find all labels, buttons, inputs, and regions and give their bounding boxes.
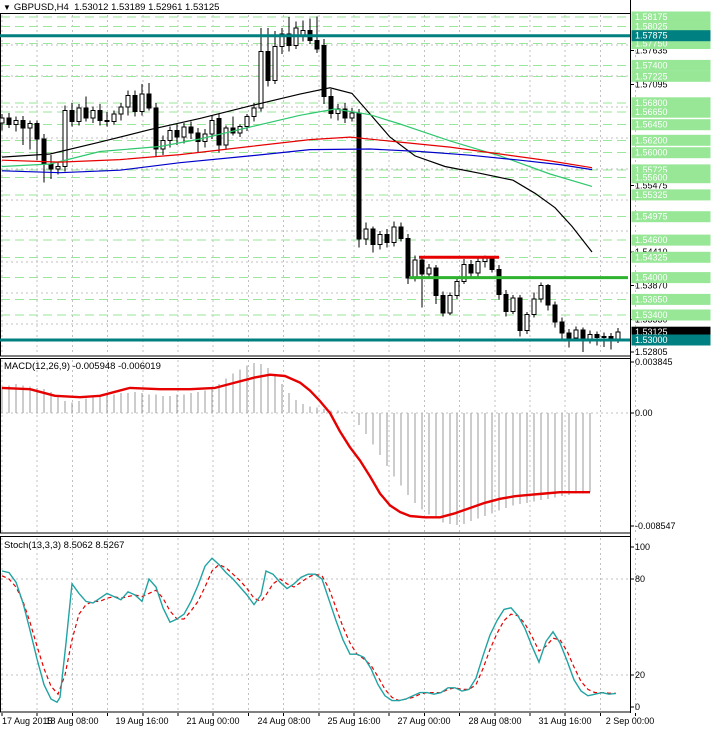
- svg-text:27 Aug 00:00: 27 Aug 00:00: [397, 716, 450, 726]
- svg-text:1.56200: 1.56200: [635, 135, 668, 145]
- ma-blue: [1, 148, 593, 174]
- svg-text:0.00: 0.00: [635, 408, 653, 418]
- svg-text:1.58025: 1.58025: [635, 21, 668, 31]
- svg-text:19 Aug 16:00: 19 Aug 16:00: [115, 716, 168, 726]
- stoch-label: Stoch(13,3,3) 8.5062 8.5267: [4, 540, 125, 551]
- svg-text:1.52805: 1.52805: [635, 347, 668, 357]
- svg-text:25 Aug 16:00: 25 Aug 16:00: [327, 716, 380, 726]
- svg-text:1.53000: 1.53000: [635, 335, 668, 345]
- chart-header: ▼ GBPUSD,H4 1.53012 1.53189 1.52961 1.531…: [3, 2, 219, 13]
- svg-text:18 Aug 08:00: 18 Aug 08:00: [45, 716, 98, 726]
- svg-text:1.57875: 1.57875: [635, 31, 668, 41]
- stoch-d-line: [1, 563, 617, 702]
- svg-text:1.57635: 1.57635: [635, 46, 668, 56]
- svg-text:1.53870: 1.53870: [635, 281, 668, 291]
- svg-text:80: 80: [635, 574, 645, 584]
- svg-text:24 Aug 08:00: 24 Aug 08:00: [257, 716, 310, 726]
- svg-text:1.55600: 1.55600: [635, 173, 668, 183]
- svg-text:1.57400: 1.57400: [635, 60, 668, 70]
- svg-text:1.56450: 1.56450: [635, 120, 668, 130]
- svg-text:1.53650: 1.53650: [635, 294, 668, 304]
- svg-text:20: 20: [635, 670, 645, 680]
- svg-text:-0.008547: -0.008547: [635, 521, 676, 531]
- svg-text:21 Aug 00:00: 21 Aug 00:00: [186, 716, 239, 726]
- stoch-k-line: [1, 557, 617, 704]
- svg-text:1.53400: 1.53400: [635, 310, 668, 320]
- svg-text:1.54975: 1.54975: [635, 212, 668, 222]
- svg-text:1.56800: 1.56800: [635, 98, 668, 108]
- svg-text:1.57225: 1.57225: [635, 71, 668, 81]
- svg-text:1.54600: 1.54600: [635, 235, 668, 245]
- svg-text:17 Aug 2015: 17 Aug 2015: [2, 716, 53, 726]
- svg-text:1.58175: 1.58175: [635, 12, 668, 22]
- svg-text:1.55475: 1.55475: [635, 181, 668, 191]
- svg-text:31 Aug 16:00: 31 Aug 16:00: [538, 716, 591, 726]
- svg-text:1.57095: 1.57095: [635, 79, 668, 89]
- svg-text:1.53125: 1.53125: [635, 327, 668, 337]
- svg-text:1.54000: 1.54000: [635, 273, 668, 283]
- svg-text:1.56000: 1.56000: [635, 148, 668, 158]
- svg-text:1.55725: 1.55725: [635, 165, 668, 175]
- svg-text:2 Sep 00:00: 2 Sep 00:00: [606, 716, 655, 726]
- svg-text:1.57750: 1.57750: [635, 39, 668, 49]
- macd-histogram: [1, 362, 591, 526]
- macd-label: MACD(12,26,9) -0.005948 -0.006019: [4, 361, 161, 372]
- ma-red: [1, 136, 593, 169]
- macd-signal-line: [1, 373, 590, 519]
- ma-black: [1, 87, 593, 253]
- svg-text:100: 100: [635, 542, 650, 552]
- ohlc-readout: 1.53012 1.53189 1.52961 1.53125: [74, 2, 220, 13]
- svg-text:28 Aug 08:00: 28 Aug 08:00: [468, 716, 521, 726]
- svg-text:1.55325: 1.55325: [635, 190, 668, 200]
- symbol-title: GBPUSD,H4: [13, 2, 69, 13]
- svg-text:1.56650: 1.56650: [635, 107, 668, 117]
- svg-text:1.54325: 1.54325: [635, 252, 668, 262]
- symbol-dropdown-icon[interactable]: ▼: [3, 3, 11, 12]
- svg-text:0: 0: [635, 702, 640, 712]
- svg-text:0.003845: 0.003845: [635, 357, 673, 367]
